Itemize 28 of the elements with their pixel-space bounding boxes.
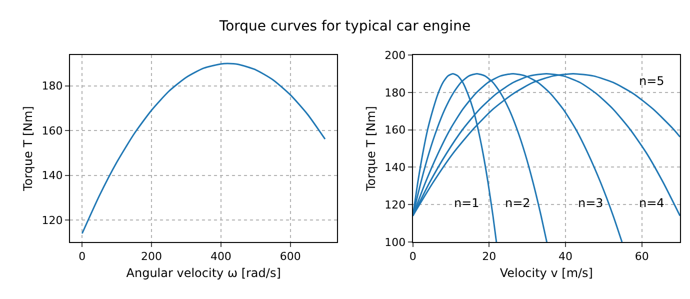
y-tick-label: 200 <box>384 48 406 62</box>
x-tick-label: 600 <box>280 250 301 264</box>
x-axis-title: Angular velocity ω [rad/s] <box>126 266 281 280</box>
x-tick-label: 400 <box>210 250 232 264</box>
annotation: n=2 <box>505 196 530 210</box>
annotation: n=4 <box>639 196 664 210</box>
annotation: n=5 <box>639 74 664 88</box>
y-tick-label: 140 <box>42 169 63 182</box>
y-tick-label: 160 <box>384 124 406 137</box>
x-tick-label: 200 <box>141 250 162 264</box>
annotation: n=3 <box>578 196 604 210</box>
y-tick-label: 180 <box>42 80 63 93</box>
y-tick-label: 140 <box>384 161 406 174</box>
y-tick-label: 120 <box>384 198 406 212</box>
x-axis-title: Velocity v [m/s] <box>500 266 593 280</box>
x-tick-label: 60 <box>634 250 649 264</box>
chart-title: Torque curves for typical car engine <box>218 18 471 35</box>
y-axis-title: Torque T [Nm] <box>364 106 378 192</box>
x-tick-label: 0 <box>409 250 416 264</box>
x-tick-label: 40 <box>558 250 572 264</box>
y-tick-label: 160 <box>42 124 63 138</box>
y-tick-label: 180 <box>384 86 406 100</box>
x-tick-label: 20 <box>482 250 496 264</box>
annotation: n=1 <box>454 196 480 210</box>
y-tick-label: 120 <box>42 214 63 227</box>
y-axis-title: Torque T [Nm] <box>21 106 36 192</box>
y-tick-label: 100 <box>384 236 406 249</box>
x-tick-label: 0 <box>78 250 86 264</box>
